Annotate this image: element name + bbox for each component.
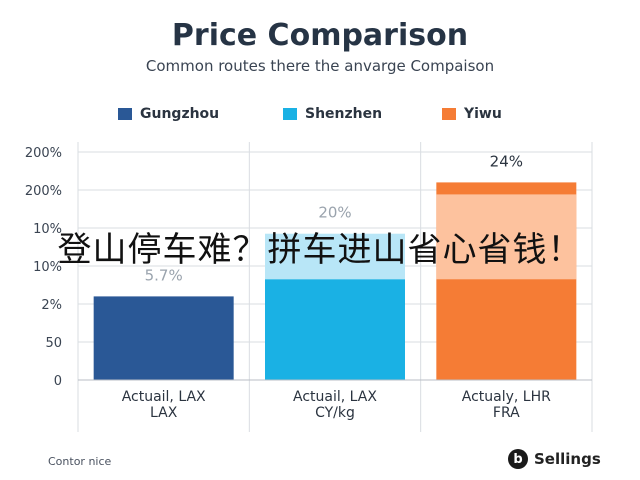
bar <box>265 279 405 380</box>
legend-label-gungzhou: Gungzhou <box>140 106 220 122</box>
brand-logo: b Sellings <box>508 449 601 469</box>
data-label: 5.7% <box>145 266 183 284</box>
y-tick-label: 10% <box>33 222 62 237</box>
y-tick-label: 200% <box>25 146 62 161</box>
x-tick-label: Actuail, LAX <box>122 389 206 405</box>
data-label: 24% <box>490 152 523 170</box>
bar-upper-segment <box>265 233 405 280</box>
brand-logo-icon: b <box>508 449 528 469</box>
legend-label-shenzhen: Shenzhen <box>305 106 383 122</box>
chart-title: Price Comparison <box>171 18 469 53</box>
legend-swatch-yiwu <box>442 108 456 120</box>
legend-item-shenzhen: Shenzhen <box>283 106 382 122</box>
y-tick-label: 10% <box>33 260 62 275</box>
x-tick-label: CY/kg <box>315 405 355 421</box>
chart-subtitle: Common routes there the anvarge Compaiso… <box>145 57 495 75</box>
legend-item-yiwu: Yiwu <box>442 106 502 122</box>
y-tick-label: 50 <box>45 336 62 351</box>
y-tick-label: 2% <box>41 298 62 313</box>
x-tick-label: FRA <box>493 405 520 421</box>
x-tick-label: Actualy, LHR <box>462 389 551 405</box>
legend-swatch-gungzhou <box>118 108 132 120</box>
legend-label-yiwu: Yiwu <box>464 106 502 122</box>
y-tick-label: 200% <box>25 184 62 199</box>
legend-swatch-shenzhen <box>283 108 297 120</box>
bar-faded-segment <box>436 194 577 280</box>
legend-item-gungzhou: Gungzhou <box>118 106 219 122</box>
x-tick-label: LAX <box>150 405 178 421</box>
legend: Gungzhou Shenzhen Yiwu <box>0 106 640 126</box>
bar <box>93 296 234 380</box>
y-tick-label: 0 <box>54 374 62 389</box>
footer-note: Contor nice <box>48 455 112 468</box>
overlay-banner-text: 登山停车难？拼车进山省心省钱！ <box>57 230 583 270</box>
brand-name: Sellings <box>534 450 601 468</box>
x-tick-label: Actuail, LAX <box>293 389 377 405</box>
data-label: 20% <box>318 204 351 222</box>
